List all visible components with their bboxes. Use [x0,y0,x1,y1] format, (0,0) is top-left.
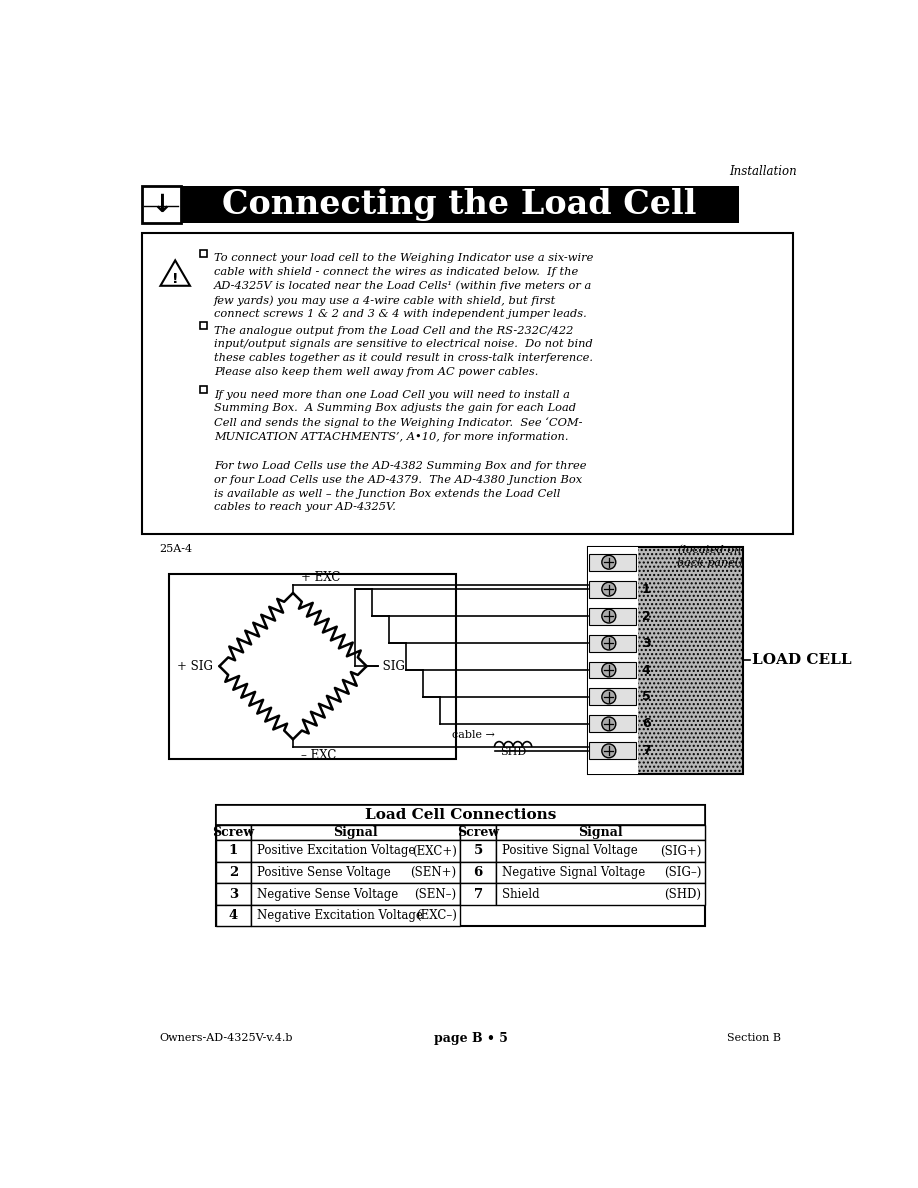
Bar [169,574,455,759]
Text: Signal: Signal [333,826,378,839]
Bar [216,884,252,905]
Bar [589,581,636,598]
Text: (EXC+): (EXC+) [411,845,456,858]
Bar [216,824,252,840]
Bar [216,861,252,884]
Bar [461,840,496,861]
Text: Positive Sense Voltage: Positive Sense Voltage [257,866,391,879]
Text: page B • 5: page B • 5 [433,1031,508,1044]
Bar [496,824,705,840]
Text: (SEN–): (SEN–) [414,887,456,901]
Text: !: ! [172,272,178,286]
Text: – SIG: – SIG [373,659,405,672]
Bar [142,233,793,533]
Bar [200,249,207,257]
Circle shape [602,555,616,569]
Circle shape [602,690,616,703]
Bar [216,840,252,861]
Text: If you need more than one Load Cell you will need to install a
Summing Box.  A S: If you need more than one Load Cell you … [214,390,582,442]
Text: For two Load Cells use the AD-4382 Summing Box and for three
or four Load Cells : For two Load Cells use the AD-4382 Summi… [214,461,587,512]
Circle shape [602,663,616,677]
Text: Installation: Installation [729,165,797,178]
Bar [589,662,636,678]
Text: Negative Signal Voltage: Negative Signal Voltage [502,866,645,879]
Text: 1: 1 [642,582,651,595]
Text: 4: 4 [642,664,651,676]
Text: Signal: Signal [578,826,623,839]
Bar [252,840,461,861]
Bar [142,187,181,223]
Text: (SIG–): (SIG–) [664,866,701,879]
Bar [216,905,252,927]
Text: 3: 3 [229,887,238,901]
Text: Negative Excitation Voltage: Negative Excitation Voltage [257,909,423,922]
Bar [496,840,705,861]
Text: 2: 2 [642,609,651,623]
Text: 4: 4 [229,909,238,922]
Text: (SIG+): (SIG+) [660,845,701,858]
Text: Load Cell Connections: Load Cell Connections [364,808,556,822]
Text: Screw: Screw [212,826,254,839]
Text: Screw: Screw [457,826,499,839]
Bar [252,905,461,927]
Bar [589,634,636,651]
Bar [589,742,636,759]
Bar [216,804,705,927]
Bar [200,386,207,393]
Bar [589,689,636,706]
Text: 25A-4: 25A-4 [160,544,193,555]
Text: The analogue output from the Load Cell and the RS-232C/422
input/output signals : The analogue output from the Load Cell a… [214,326,593,377]
Bar [589,554,636,570]
Bar [589,715,636,732]
Text: + SIG: + SIG [177,659,213,672]
Text: Owners-AD-4325V-v.4.b: Owners-AD-4325V-v.4.b [160,1034,293,1043]
Text: Section B: Section B [727,1034,781,1043]
Circle shape [602,582,616,596]
Text: 7: 7 [474,887,483,901]
Bar [461,884,496,905]
Text: – EXC: – EXC [301,748,336,762]
Bar [461,861,496,884]
Circle shape [602,744,616,758]
Text: Negative Sense Voltage: Negative Sense Voltage [257,887,398,901]
Text: cable →: cable → [452,731,495,740]
Text: (located on
back panel): (located on back panel) [677,544,743,568]
Circle shape [602,609,616,623]
Bar [588,546,743,773]
Text: 3: 3 [642,637,650,650]
Text: + EXC: + EXC [301,570,341,583]
Text: (EXC–): (EXC–) [416,909,456,922]
Bar [252,884,461,905]
Bar [200,322,207,329]
Text: 7: 7 [642,745,651,758]
Text: 1: 1 [229,845,238,858]
Text: To connect your load cell to the Weighing Indicator use a six-wire
cable with sh: To connect your load cell to the Weighin… [214,253,593,320]
Text: 2: 2 [229,866,238,879]
Bar [252,861,461,884]
Text: ↓: ↓ [151,192,172,217]
Text: (SHD): (SHD) [665,887,701,901]
Bar [181,187,739,223]
Bar [496,884,705,905]
Bar [588,546,638,773]
Text: 5: 5 [642,690,651,703]
Text: SHD: SHD [500,747,526,758]
Bar [252,824,461,840]
Circle shape [602,718,616,731]
Text: 5: 5 [474,845,483,858]
Text: 6: 6 [642,718,650,731]
Bar [461,824,496,840]
Bar [589,607,636,625]
Circle shape [602,636,616,650]
Text: 6: 6 [474,866,483,879]
Text: Positive Excitation Voltage: Positive Excitation Voltage [257,845,416,858]
Text: Connecting the Load Cell: Connecting the Load Cell [222,189,697,221]
Bar [216,804,705,824]
Bar [496,861,705,884]
Text: Positive Signal Voltage: Positive Signal Voltage [502,845,638,858]
Text: LOAD CELL: LOAD CELL [752,653,851,668]
Text: (SEN+): (SEN+) [410,866,456,879]
Text: Shield: Shield [502,887,540,901]
